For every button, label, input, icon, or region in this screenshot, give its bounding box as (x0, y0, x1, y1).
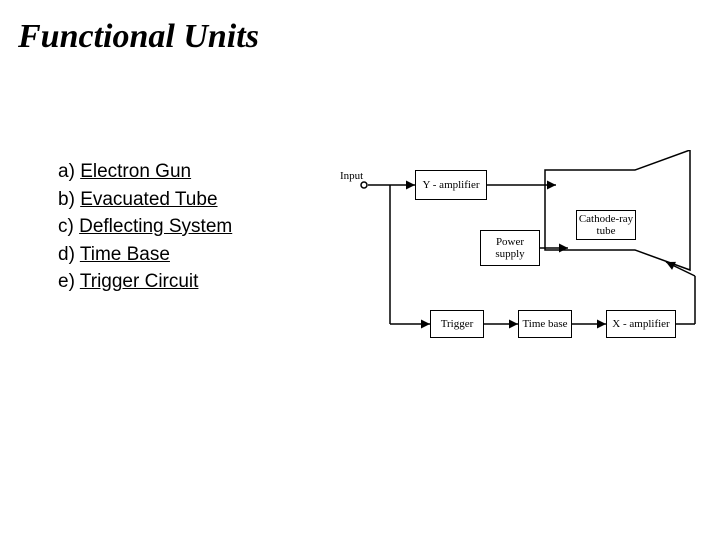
page-title: Functional Units (18, 18, 259, 56)
input-label: Input (340, 170, 363, 182)
list-item: c) Deflecting System (58, 213, 232, 241)
list-prefix: c) (58, 216, 79, 237)
node-crt: Cathode-ray tube (576, 210, 636, 240)
node-trigger: Trigger (430, 310, 484, 338)
diagram-lines (340, 150, 710, 390)
list-label: Evacuated Tube (80, 189, 217, 210)
list-prefix: b) (58, 189, 80, 210)
node-power: Power supply (480, 230, 540, 266)
list-label: Electron Gun (80, 161, 191, 182)
list-prefix: a) (58, 161, 80, 182)
list-label: Trigger Circuit (80, 271, 199, 292)
list-item: a) Electron Gun (58, 158, 232, 186)
title-text: Functional Units (18, 18, 259, 55)
block-diagram: Input Y - amplifier Power supply Cathode-r… (340, 150, 710, 390)
list-item: b) Evacuated Tube (58, 186, 232, 214)
list-label: Time Base (80, 244, 170, 265)
node-timebase: Time base (518, 310, 572, 338)
list-prefix: e) (58, 271, 80, 292)
node-yamp: Y - amplifier (415, 170, 487, 200)
node-xamp: X - amplifier (606, 310, 676, 338)
list-prefix: d) (58, 244, 80, 265)
functional-units-list: a) Electron Gunb) Evacuated Tubec) Defle… (58, 158, 232, 296)
list-item: d) Time Base (58, 241, 232, 269)
list-label: Deflecting System (79, 216, 232, 237)
list-item: e) Trigger Circuit (58, 268, 232, 296)
